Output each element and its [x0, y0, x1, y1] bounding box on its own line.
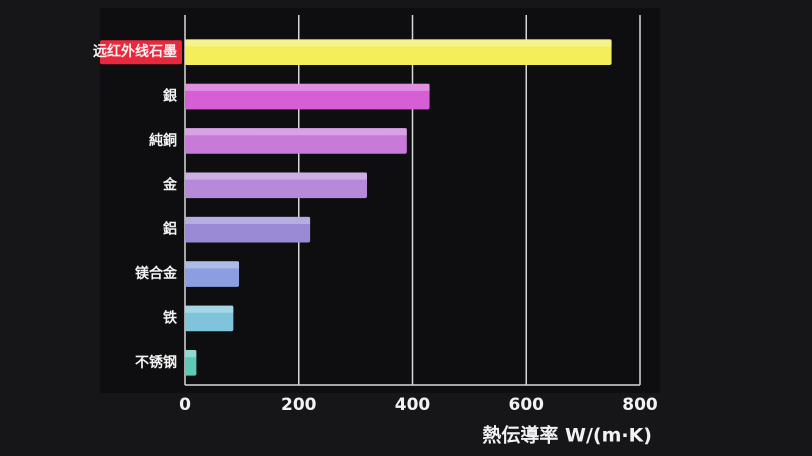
- y-tick-label: 鋁: [163, 221, 177, 238]
- bar: [185, 349, 197, 376]
- bar: [185, 83, 430, 110]
- y-tick-label: 金: [162, 176, 178, 193]
- bar-highlight: [185, 128, 407, 136]
- x-tick-label: 800: [622, 395, 658, 415]
- bar: [185, 128, 407, 154]
- x-tick-label: 400: [395, 395, 431, 415]
- bar-highlight: [185, 261, 240, 269]
- y-tick-label: 銀: [163, 88, 177, 105]
- plot-background: [100, 8, 660, 393]
- bar-highlight: [185, 83, 430, 91]
- y-tick-label: 不锈钢: [135, 354, 177, 371]
- bar-highlight: [185, 305, 234, 313]
- bar: [185, 39, 612, 66]
- x-axis-label: 熱伝導率 W/(m·K): [482, 424, 652, 447]
- x-tick-label: 0: [179, 395, 191, 415]
- bar-highlight: [185, 349, 197, 358]
- bar-highlight: [185, 172, 367, 180]
- label-highlight: [100, 40, 182, 65]
- y-tick-label: 镁合金: [135, 265, 178, 282]
- bar-highlight: [185, 39, 612, 47]
- y-tick-label: 远红外线石墨: [93, 43, 177, 60]
- bar-highlight: [185, 216, 311, 225]
- y-tick-label: 純銅: [149, 132, 177, 149]
- bar: [185, 305, 234, 332]
- x-tick-label: 600: [509, 395, 545, 415]
- y-tick-label: 铁: [163, 309, 177, 326]
- bar: [185, 261, 240, 287]
- bar: [185, 216, 311, 243]
- bar: [185, 172, 367, 199]
- x-tick-label: 200: [281, 395, 317, 415]
